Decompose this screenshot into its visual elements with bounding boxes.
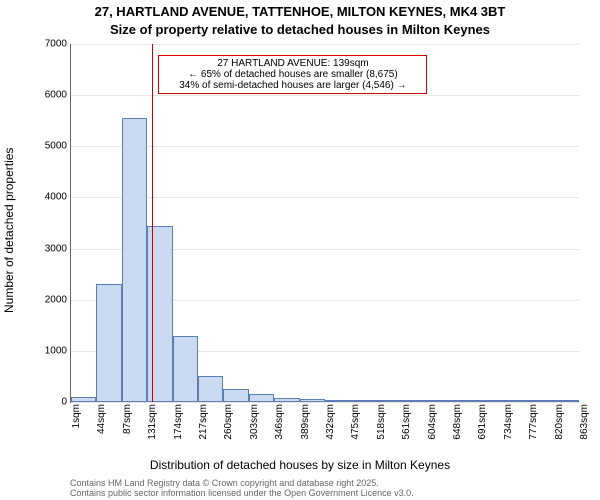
x-tick-label: 389sqm (300, 404, 311, 440)
histogram-bar (350, 400, 375, 402)
x-tick-label: 561sqm (401, 404, 412, 440)
histogram-bar (528, 400, 553, 402)
y-tick-label: 1000 (45, 345, 67, 356)
x-tick-label: 87sqm (122, 404, 133, 434)
x-tick-label: 820sqm (554, 404, 565, 440)
histogram-bar (452, 400, 477, 402)
histogram-bar (376, 400, 401, 402)
property-marker-line (152, 44, 153, 402)
x-axis-label: Distribution of detached houses by size … (0, 458, 600, 472)
gridline (71, 197, 579, 198)
x-tick-label: 734sqm (503, 404, 514, 440)
plot-area: 010002000300040005000600070001sqm44sqm87… (70, 44, 579, 403)
x-tick-label: 260sqm (223, 404, 234, 440)
histogram-bar (96, 284, 121, 402)
x-tick-label: 1sqm (71, 404, 82, 428)
footer-attribution: Contains HM Land Registry data © Crown c… (70, 478, 414, 498)
y-tick-label: 7000 (45, 39, 67, 50)
y-tick-label: 6000 (45, 90, 67, 101)
y-tick-label: 0 (61, 397, 67, 408)
x-tick-label: 691sqm (477, 404, 488, 440)
chart-title-line2: Size of property relative to detached ho… (0, 22, 600, 37)
histogram-bar (503, 400, 528, 402)
x-tick-label: 863sqm (579, 404, 590, 440)
x-tick-label: 346sqm (274, 404, 285, 440)
gridline (71, 95, 579, 96)
histogram-bar (223, 389, 248, 402)
x-tick-label: 518sqm (376, 404, 387, 440)
x-tick-label: 648sqm (452, 404, 463, 440)
annotation-box: 27 HARTLAND AVENUE: 139sqm← 65% of detac… (158, 55, 427, 94)
annotation-line: ← 65% of detached houses are smaller (8,… (163, 69, 422, 80)
x-tick-label: 44sqm (96, 404, 107, 434)
gridline (71, 402, 579, 403)
histogram-bar (198, 376, 223, 402)
x-tick-label: 131sqm (147, 404, 158, 440)
y-axis-label: Number of detached properties (2, 148, 16, 313)
histogram-bar (325, 400, 350, 402)
histogram-bar (173, 336, 198, 402)
y-tick-label: 3000 (45, 243, 67, 254)
y-tick-label: 4000 (45, 192, 67, 203)
x-tick-label: 475sqm (350, 404, 361, 440)
histogram-bar (477, 400, 502, 402)
gridline (71, 44, 579, 45)
x-tick-label: 777sqm (528, 404, 539, 440)
x-tick-label: 604sqm (427, 404, 438, 440)
histogram-bar (122, 118, 147, 402)
x-tick-label: 432sqm (325, 404, 336, 440)
histogram-bar (554, 400, 579, 402)
annotation-line: 27 HARTLAND AVENUE: 139sqm (163, 58, 422, 69)
chart-title-line1: 27, HARTLAND AVENUE, TATTENHOE, MILTON K… (0, 4, 600, 19)
annotation-line: 34% of semi-detached houses are larger (… (163, 80, 422, 91)
gridline (71, 146, 579, 147)
histogram-bar (427, 400, 452, 402)
histogram-bar (249, 394, 274, 402)
y-tick-label: 5000 (45, 141, 67, 152)
x-tick-label: 174sqm (173, 404, 184, 440)
histogram-bar (147, 226, 172, 402)
histogram-bar (300, 399, 325, 402)
histogram-bar (401, 400, 426, 402)
histogram-bar (274, 398, 299, 402)
x-tick-label: 217sqm (198, 404, 209, 440)
histogram-bar (71, 397, 96, 402)
y-tick-label: 2000 (45, 294, 67, 305)
x-tick-label: 303sqm (249, 404, 260, 440)
